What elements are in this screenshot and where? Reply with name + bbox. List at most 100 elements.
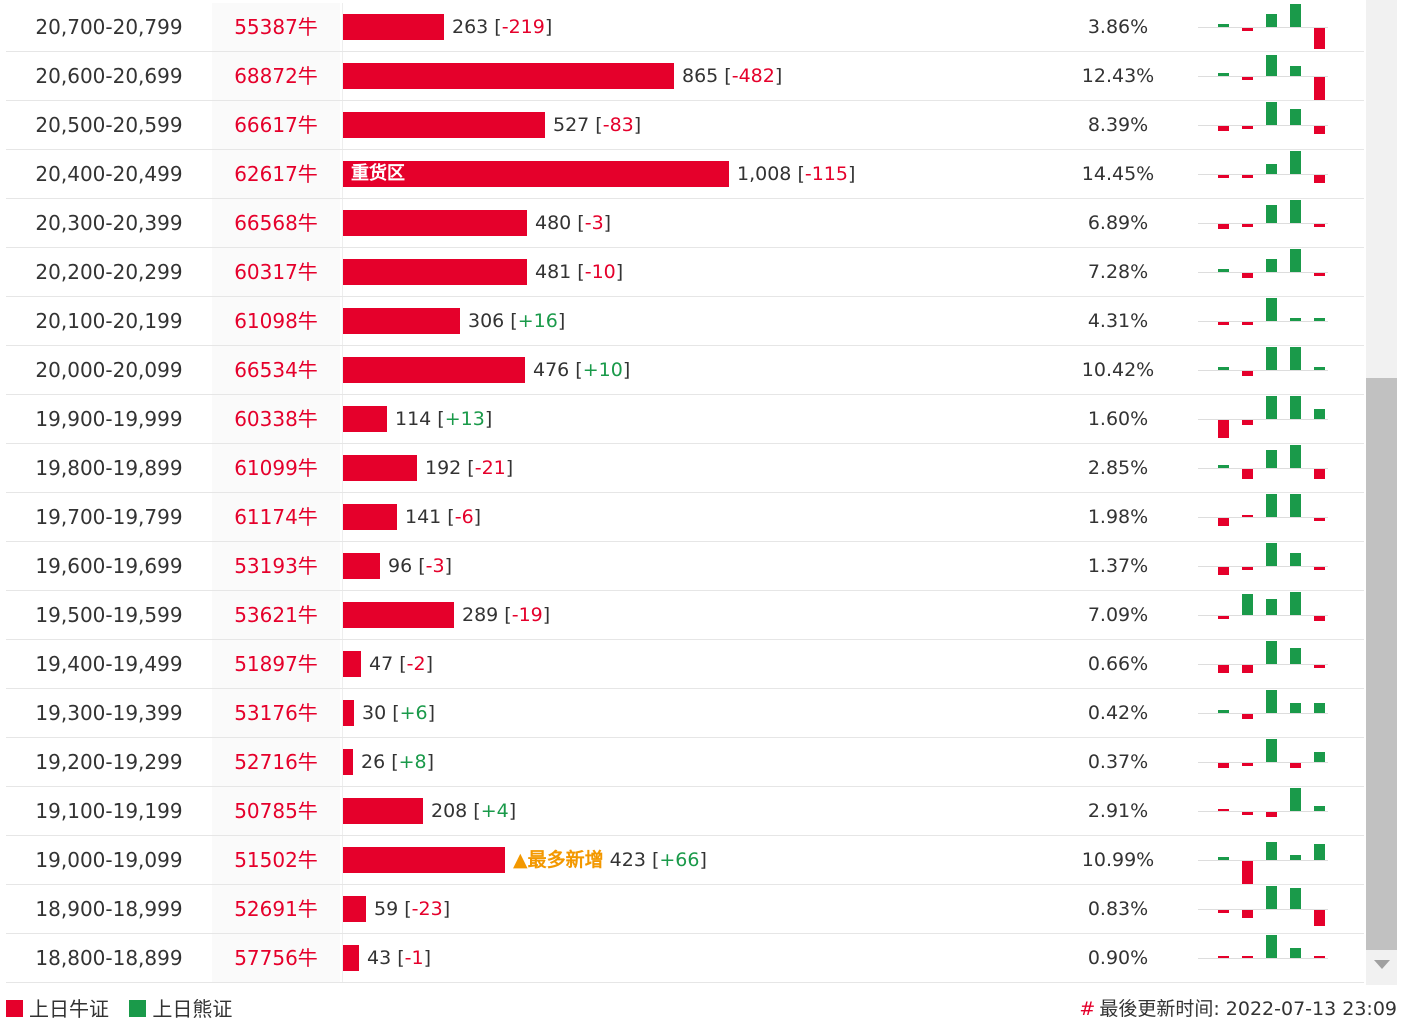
warrant-code-link[interactable]: 61098牛 — [212, 297, 340, 345]
table-row[interactable]: 19,700-19,799 61174牛 141 [-6] 1.98% — [6, 493, 1364, 542]
count-value: 1,008 — [737, 163, 792, 185]
table-row[interactable]: 20,300-20,399 66568牛 480 [-3] 6.89% — [6, 199, 1364, 248]
price-range: 19,400-19,499 — [35, 652, 183, 676]
table-row[interactable]: 19,000-19,099 51502牛 ▲最多新增 423 [+66] 10.99% — [6, 836, 1364, 885]
table-row[interactable]: 20,400-20,499 62617牛 重货区 1,008 [-115] 14.45% — [6, 150, 1364, 199]
sparkline-bar — [1218, 322, 1229, 325]
sparkline-bar — [1266, 542, 1277, 566]
sparkline-bar — [1290, 702, 1301, 713]
warrant-code-link[interactable]: 51502牛 — [212, 836, 340, 884]
warrant-code-link[interactable]: 66617牛 — [212, 101, 340, 149]
sparkline-bar — [1290, 395, 1301, 419]
trend-sparkline — [1198, 542, 1328, 590]
table-row[interactable]: 19,800-19,899 61099牛 192 [-21] 2.85% — [6, 444, 1364, 493]
sparkline-bar — [1242, 175, 1253, 178]
table-row[interactable]: 20,700-20,799 55387牛 263 [-219] 3.86% — [6, 3, 1364, 52]
change-value: +10 — [582, 359, 623, 381]
sparkline-bar — [1218, 269, 1229, 272]
change-value: -219 — [501, 16, 545, 38]
bar-cell: 208 [+4] — [342, 787, 1083, 835]
count-bar — [343, 553, 380, 579]
warrant-code-link[interactable]: 53176牛 — [212, 689, 340, 737]
warrant-code-link[interactable]: 61099牛 — [212, 444, 340, 492]
sparkline-bar — [1314, 702, 1325, 713]
bar-cell: 476 [+10] — [342, 346, 1083, 394]
most-added-badge: ▲最多新增 — [513, 849, 604, 871]
table-row[interactable]: 20,200-20,299 60317牛 481 [-10] 7.28% — [6, 248, 1364, 297]
trend-sparkline — [1198, 346, 1328, 394]
sparkline-baseline — [1198, 27, 1328, 28]
warrant-code-link[interactable]: 61174牛 — [212, 493, 340, 541]
table-row[interactable]: 19,100-19,199 50785牛 208 [+4] 2.91% — [6, 787, 1364, 836]
warrant-code-link[interactable]: 60338牛 — [212, 395, 340, 443]
warrant-code-link[interactable]: 66534牛 — [212, 346, 340, 394]
price-range: 19,900-19,999 — [35, 407, 183, 431]
sparkline-bar — [1266, 395, 1277, 419]
table-row[interactable]: 20,600-20,699 68872牛 865 [-482] 12.43% — [6, 52, 1364, 101]
warrant-code-link[interactable]: 53193牛 — [212, 542, 340, 590]
warrant-code-link[interactable]: 57756牛 — [212, 934, 340, 982]
table-row[interactable]: 19,300-19,399 53176牛 30 [+6] 0.42% — [6, 689, 1364, 738]
sparkline-bar — [1290, 199, 1301, 223]
warrant-code-link[interactable]: 53621牛 — [212, 591, 340, 639]
sparkline-bar — [1314, 318, 1325, 321]
warrant-code-link[interactable]: 62617牛 — [212, 150, 340, 198]
count-value: 26 — [361, 751, 386, 773]
sparkline-bar — [1314, 616, 1325, 622]
percentage: 7.09% — [1087, 604, 1149, 626]
percentage: 1.37% — [1087, 555, 1149, 577]
scroll-down-arrow-icon[interactable] — [1374, 960, 1390, 969]
sparkline-bar — [1266, 346, 1277, 370]
scrollbar-thumb[interactable] — [1366, 378, 1397, 950]
count-bar — [343, 14, 444, 40]
table-row[interactable]: 20,100-20,199 61098牛 306 [+16] 4.31% — [6, 297, 1364, 346]
table-row[interactable]: 19,500-19,599 53621牛 289 [-19] 7.09% — [6, 591, 1364, 640]
bar-cell: ▲最多新增 423 [+66] — [342, 836, 1083, 884]
warrant-code-link[interactable]: 51897牛 — [212, 640, 340, 688]
count-value: 208 — [431, 800, 468, 822]
price-range: 19,100-19,199 — [35, 799, 183, 823]
warrant-code-link[interactable]: 52691牛 — [212, 885, 340, 933]
warrant-code-link[interactable]: 50785牛 — [212, 787, 340, 835]
warrant-code-link[interactable]: 55387牛 — [212, 3, 340, 51]
percentage: 0.37% — [1087, 751, 1149, 773]
warrant-code-link[interactable]: 60317牛 — [212, 248, 340, 296]
table-row[interactable]: 19,400-19,499 51897牛 47 [-2] 0.66% — [6, 640, 1364, 689]
sparkline-bar — [1218, 956, 1229, 958]
sparkline-baseline — [1198, 468, 1328, 469]
warrant-code-link[interactable]: 52716牛 — [212, 738, 340, 786]
sparkline-bar — [1218, 567, 1229, 575]
price-range: 20,700-20,799 — [35, 15, 183, 39]
count-text: 26 [+8] — [361, 751, 435, 773]
table-row[interactable]: 19,900-19,999 60338牛 114 [+13] 1.60% — [6, 395, 1364, 444]
vertical-scrollbar[interactable] — [1366, 0, 1397, 985]
sparkline-bar — [1314, 77, 1325, 101]
sparkline-bar — [1242, 763, 1253, 766]
percentage: 6.89% — [1087, 212, 1149, 234]
sparkline-baseline — [1198, 909, 1328, 910]
percentage: 2.85% — [1087, 457, 1149, 479]
sparkline-bar — [1314, 567, 1325, 570]
trend-sparkline — [1198, 52, 1328, 101]
sparkline-bar — [1242, 567, 1253, 570]
table-row[interactable]: 20,500-20,599 66617牛 527 [-83] 8.39% — [6, 101, 1364, 150]
table-row[interactable]: 19,200-19,299 52716牛 26 [+8] 0.37% — [6, 738, 1364, 787]
percentage: 8.39% — [1087, 114, 1149, 136]
sparkline-bar — [1266, 204, 1277, 223]
sparkline-bar — [1218, 809, 1229, 811]
sparkline-bar — [1290, 318, 1301, 321]
table-row[interactable]: 18,800-18,899 57756牛 43 [-1] 0.90% — [6, 934, 1364, 983]
sparkline-bar — [1314, 28, 1325, 49]
bar-cell: 59 [-23] — [342, 885, 1083, 933]
sparkline-bar — [1266, 259, 1277, 272]
count-text: 30 [+6] — [362, 702, 436, 724]
table-row[interactable]: 19,600-19,699 53193牛 96 [-3] 1.37% — [6, 542, 1364, 591]
sparkline-bar — [1266, 493, 1277, 517]
count-value: 423 — [609, 849, 646, 871]
table-row[interactable]: 20,000-20,099 66534牛 476 [+10] 10.42% — [6, 346, 1364, 395]
sparkline-bar — [1266, 689, 1277, 713]
warrant-code-link[interactable]: 68872牛 — [212, 52, 340, 100]
sparkline-bar — [1290, 493, 1301, 517]
table-row[interactable]: 18,900-18,999 52691牛 59 [-23] 0.83% — [6, 885, 1364, 934]
warrant-code-link[interactable]: 66568牛 — [212, 199, 340, 247]
